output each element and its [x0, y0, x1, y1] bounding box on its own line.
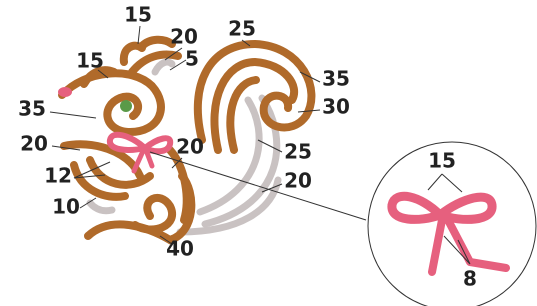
label: 35	[322, 67, 350, 91]
label: 40	[166, 237, 194, 261]
label: 30	[322, 95, 350, 119]
label: 25	[228, 17, 256, 41]
label: 20	[176, 135, 204, 159]
squirrel-diagram: 15 20 5 25 15 35 30 35 20 20 25 12 20 10…	[0, 0, 537, 306]
label: 12	[44, 164, 72, 188]
inset-label: 8	[463, 267, 477, 291]
label: 15	[76, 49, 104, 73]
eye	[120, 100, 132, 112]
label: 5	[185, 47, 199, 71]
label: 20	[170, 25, 198, 49]
label: 20	[20, 132, 48, 156]
label: 20	[284, 169, 312, 193]
label: 10	[52, 195, 80, 219]
nose	[58, 87, 72, 97]
label: 15	[124, 3, 152, 27]
inset-label: 15	[428, 149, 456, 173]
label: 35	[18, 97, 46, 121]
label: 25	[284, 140, 312, 164]
